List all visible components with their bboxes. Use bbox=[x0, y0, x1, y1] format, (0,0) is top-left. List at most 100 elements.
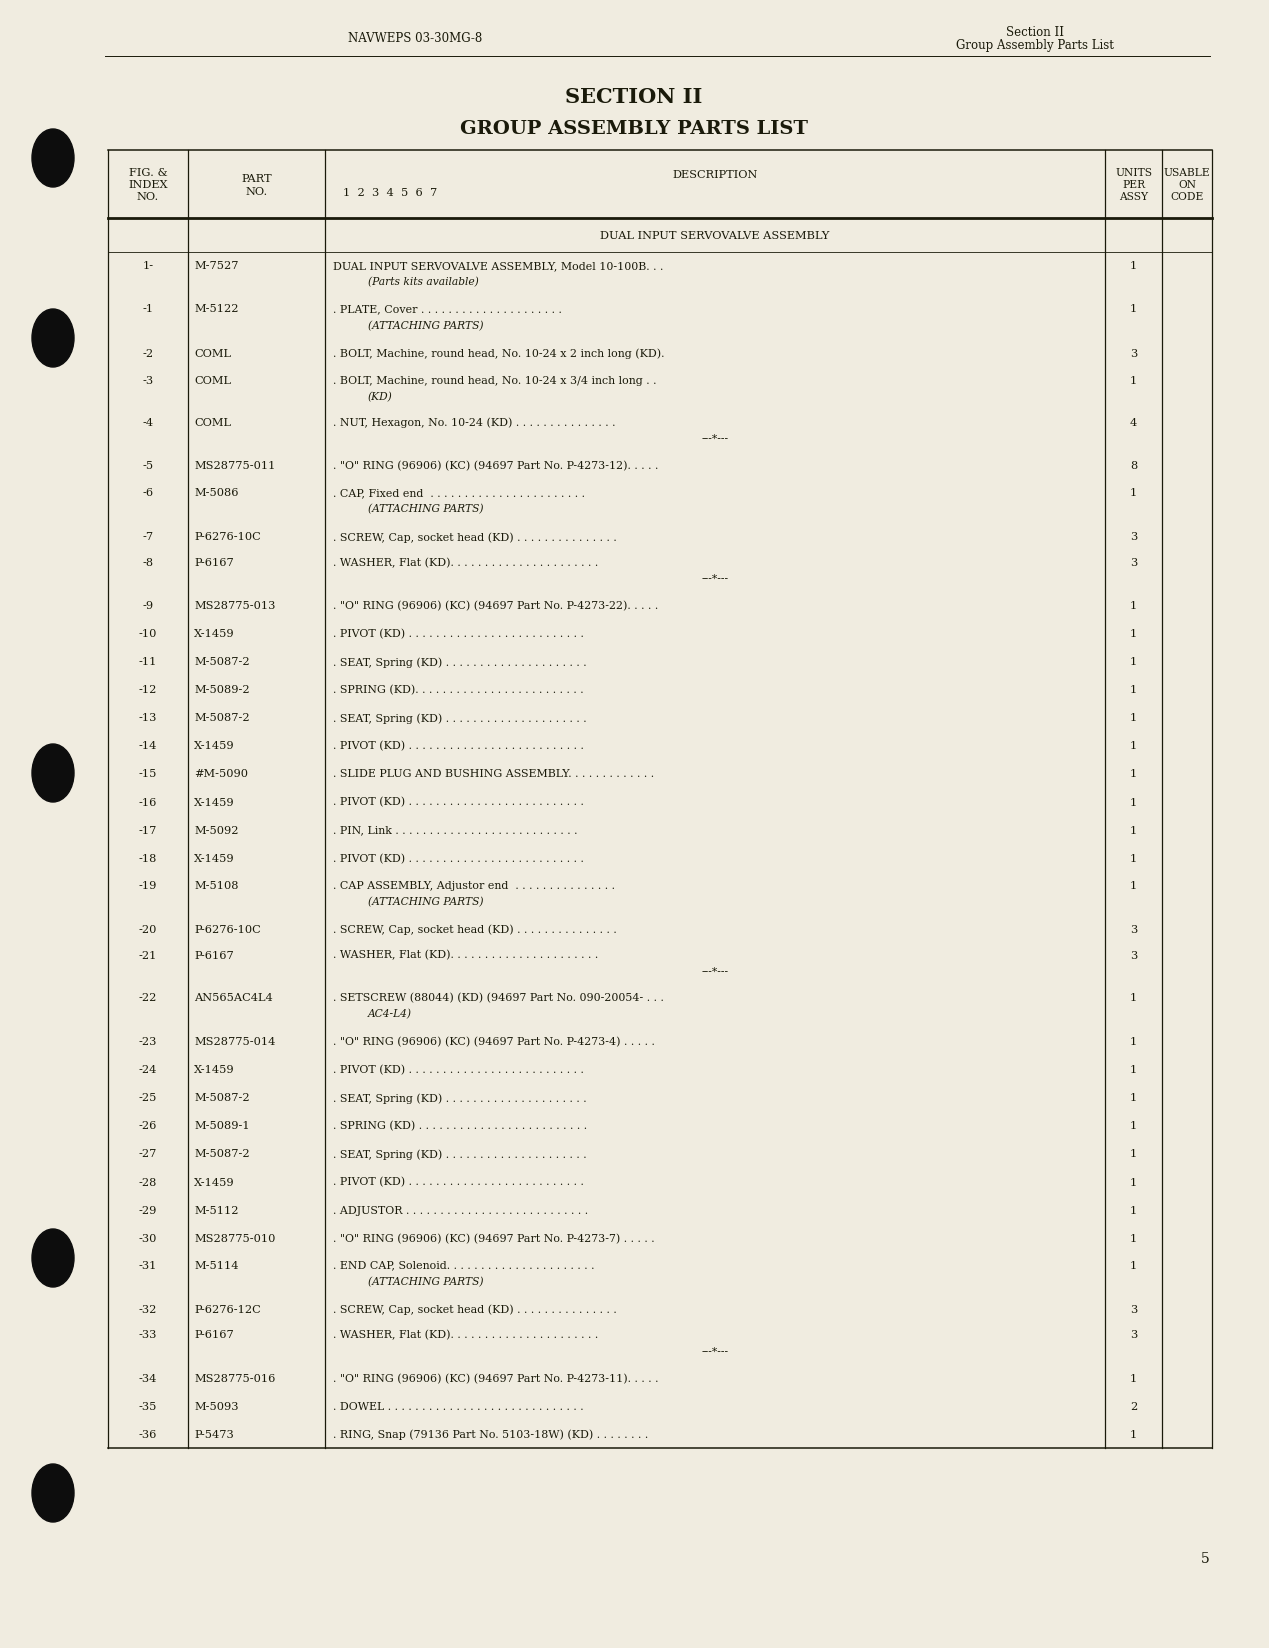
Text: ASSY: ASSY bbox=[1119, 191, 1148, 201]
Text: . DOWEL . . . . . . . . . . . . . . . . . . . . . . . . . . . . .: . DOWEL . . . . . . . . . . . . . . . . … bbox=[332, 1401, 584, 1411]
Text: (ATTACHING PARTS): (ATTACHING PARTS) bbox=[368, 504, 483, 514]
Text: -18: -18 bbox=[138, 854, 157, 864]
Text: . BOLT, Machine, round head, No. 10-24 x 3/4 inch long . .: . BOLT, Machine, round head, No. 10-24 x… bbox=[332, 376, 656, 386]
Text: . PIN, Link . . . . . . . . . . . . . . . . . . . . . . . . . . .: . PIN, Link . . . . . . . . . . . . . . … bbox=[332, 826, 577, 836]
Text: 3: 3 bbox=[1129, 949, 1137, 959]
Text: 3: 3 bbox=[1129, 925, 1137, 934]
Text: -23: -23 bbox=[138, 1037, 157, 1046]
Text: M-5087-2: M-5087-2 bbox=[194, 1093, 250, 1103]
Text: ---*---: ---*--- bbox=[702, 966, 728, 976]
Text: -24: -24 bbox=[138, 1065, 157, 1074]
Text: 1: 1 bbox=[1129, 742, 1137, 751]
Text: -31: -31 bbox=[138, 1259, 157, 1271]
Text: . "O" RING (96906) (KC) (94697 Part No. P-4273-7) . . . . .: . "O" RING (96906) (KC) (94697 Part No. … bbox=[332, 1233, 655, 1243]
Text: X-1459: X-1459 bbox=[194, 798, 235, 808]
Text: MS28775-010: MS28775-010 bbox=[194, 1233, 275, 1243]
Text: -14: -14 bbox=[138, 742, 157, 751]
Text: GROUP ASSEMBLY PARTS LIST: GROUP ASSEMBLY PARTS LIST bbox=[459, 120, 808, 138]
Text: 1: 1 bbox=[1129, 770, 1137, 780]
Text: M-5122: M-5122 bbox=[194, 305, 239, 315]
Text: . "O" RING (96906) (KC) (94697 Part No. P-4273-12). . . . .: . "O" RING (96906) (KC) (94697 Part No. … bbox=[332, 460, 659, 471]
Text: . CAP, Fixed end  . . . . . . . . . . . . . . . . . . . . . . .: . CAP, Fixed end . . . . . . . . . . . .… bbox=[332, 488, 585, 498]
Text: 1: 1 bbox=[1129, 658, 1137, 667]
Text: 1: 1 bbox=[1129, 1093, 1137, 1103]
Text: -34: -34 bbox=[138, 1373, 157, 1383]
Text: NO.: NO. bbox=[245, 186, 268, 196]
Text: 1: 1 bbox=[1129, 1373, 1137, 1383]
Text: . CAP ASSEMBLY, Adjustor end  . . . . . . . . . . . . . . .: . CAP ASSEMBLY, Adjustor end . . . . . .… bbox=[332, 880, 615, 890]
Text: . END CAP, Solenoid. . . . . . . . . . . . . . . . . . . . . .: . END CAP, Solenoid. . . . . . . . . . .… bbox=[332, 1259, 594, 1271]
Text: (KD): (KD) bbox=[368, 392, 392, 402]
Text: P-6167: P-6167 bbox=[194, 557, 233, 567]
Text: -12: -12 bbox=[138, 686, 157, 695]
Text: . "O" RING (96906) (KC) (94697 Part No. P-4273-11). . . . .: . "O" RING (96906) (KC) (94697 Part No. … bbox=[332, 1373, 659, 1383]
Text: (ATTACHING PARTS): (ATTACHING PARTS) bbox=[368, 320, 483, 331]
Text: . SLIDE PLUG AND BUSHING ASSEMBLY. . . . . . . . . . . . .: . SLIDE PLUG AND BUSHING ASSEMBLY. . . .… bbox=[332, 770, 654, 780]
Text: . SEAT, Spring (KD) . . . . . . . . . . . . . . . . . . . . .: . SEAT, Spring (KD) . . . . . . . . . . … bbox=[332, 1149, 586, 1159]
Text: 1: 1 bbox=[1129, 1205, 1137, 1215]
Text: . PLATE, Cover . . . . . . . . . . . . . . . . . . . . .: . PLATE, Cover . . . . . . . . . . . . .… bbox=[332, 305, 562, 315]
Text: -26: -26 bbox=[138, 1121, 157, 1131]
Text: . WASHER, Flat (KD). . . . . . . . . . . . . . . . . . . . . .: . WASHER, Flat (KD). . . . . . . . . . .… bbox=[332, 1330, 598, 1340]
Text: -20: -20 bbox=[138, 925, 157, 934]
Text: PART: PART bbox=[241, 175, 272, 185]
Text: X-1459: X-1459 bbox=[194, 742, 235, 751]
Text: M-5089-2: M-5089-2 bbox=[194, 686, 250, 695]
Text: . SCREW, Cap, socket head (KD) . . . . . . . . . . . . . . .: . SCREW, Cap, socket head (KD) . . . . .… bbox=[332, 925, 617, 934]
Text: 1: 1 bbox=[1129, 992, 1137, 1002]
Ellipse shape bbox=[32, 745, 74, 803]
Text: . SPRING (KD). . . . . . . . . . . . . . . . . . . . . . . . .: . SPRING (KD). . . . . . . . . . . . . .… bbox=[332, 686, 584, 695]
Text: -28: -28 bbox=[138, 1177, 157, 1187]
Text: -27: -27 bbox=[138, 1149, 157, 1159]
Text: . RING, Snap (79136 Part No. 5103-18W) (KD) . . . . . . . .: . RING, Snap (79136 Part No. 5103-18W) (… bbox=[332, 1429, 648, 1439]
Text: . PIVOT (KD) . . . . . . . . . . . . . . . . . . . . . . . . . .: . PIVOT (KD) . . . . . . . . . . . . . .… bbox=[332, 854, 584, 864]
Text: -5: -5 bbox=[142, 461, 154, 471]
Text: -7: -7 bbox=[142, 532, 154, 542]
Text: X-1459: X-1459 bbox=[194, 1065, 235, 1074]
Text: ---*---: ---*--- bbox=[702, 574, 728, 583]
Text: 3: 3 bbox=[1129, 532, 1137, 542]
Text: 2: 2 bbox=[1129, 1401, 1137, 1411]
Text: #M-5090: #M-5090 bbox=[194, 770, 247, 780]
Text: AN565AC4L4: AN565AC4L4 bbox=[194, 992, 273, 1002]
Text: . SPRING (KD) . . . . . . . . . . . . . . . . . . . . . . . . .: . SPRING (KD) . . . . . . . . . . . . . … bbox=[332, 1121, 588, 1131]
Ellipse shape bbox=[32, 1229, 74, 1287]
Text: 1: 1 bbox=[1129, 488, 1137, 498]
Text: 1  2  3  4  5  6  7: 1 2 3 4 5 6 7 bbox=[343, 188, 438, 198]
Text: -13: -13 bbox=[138, 714, 157, 723]
Text: 1: 1 bbox=[1129, 376, 1137, 386]
Text: P-6276-10C: P-6276-10C bbox=[194, 532, 260, 542]
Text: PER: PER bbox=[1122, 180, 1145, 190]
Text: M-5089-1: M-5089-1 bbox=[194, 1121, 250, 1131]
Text: ON: ON bbox=[1178, 180, 1195, 190]
Text: 1: 1 bbox=[1129, 686, 1137, 695]
Text: M-5086: M-5086 bbox=[194, 488, 239, 498]
Text: . "O" RING (96906) (KC) (94697 Part No. P-4273-4) . . . . .: . "O" RING (96906) (KC) (94697 Part No. … bbox=[332, 1037, 655, 1046]
Text: M-5087-2: M-5087-2 bbox=[194, 1149, 250, 1159]
Text: COML: COML bbox=[194, 348, 231, 359]
Text: ---*---: ---*--- bbox=[702, 433, 728, 443]
Text: 1: 1 bbox=[1129, 630, 1137, 639]
Text: . SEAT, Spring (KD) . . . . . . . . . . . . . . . . . . . . .: . SEAT, Spring (KD) . . . . . . . . . . … bbox=[332, 1093, 586, 1103]
Text: M-5092: M-5092 bbox=[194, 826, 239, 836]
Text: -9: -9 bbox=[142, 602, 154, 611]
Text: X-1459: X-1459 bbox=[194, 854, 235, 864]
Text: M-5114: M-5114 bbox=[194, 1259, 239, 1271]
Text: MS28775-011: MS28775-011 bbox=[194, 461, 275, 471]
Text: DUAL INPUT SERVOVALVE ASSEMBLY: DUAL INPUT SERVOVALVE ASSEMBLY bbox=[600, 231, 830, 241]
Ellipse shape bbox=[32, 1463, 74, 1523]
Text: (Parts kits available): (Parts kits available) bbox=[368, 277, 478, 287]
Text: M-5112: M-5112 bbox=[194, 1205, 239, 1215]
Text: MS28775-013: MS28775-013 bbox=[194, 602, 275, 611]
Text: COML: COML bbox=[194, 417, 231, 427]
Text: -17: -17 bbox=[138, 826, 157, 836]
Text: . "O" RING (96906) (KC) (94697 Part No. P-4273-22). . . . .: . "O" RING (96906) (KC) (94697 Part No. … bbox=[332, 600, 659, 611]
Text: MS28775-016: MS28775-016 bbox=[194, 1373, 275, 1383]
Text: CODE: CODE bbox=[1170, 191, 1204, 201]
Text: 1: 1 bbox=[1129, 1149, 1137, 1159]
Text: -15: -15 bbox=[138, 770, 157, 780]
Text: . SEAT, Spring (KD) . . . . . . . . . . . . . . . . . . . . .: . SEAT, Spring (KD) . . . . . . . . . . … bbox=[332, 656, 586, 667]
Text: -32: -32 bbox=[138, 1304, 157, 1313]
Text: 1: 1 bbox=[1129, 1233, 1137, 1243]
Text: -10: -10 bbox=[138, 630, 157, 639]
